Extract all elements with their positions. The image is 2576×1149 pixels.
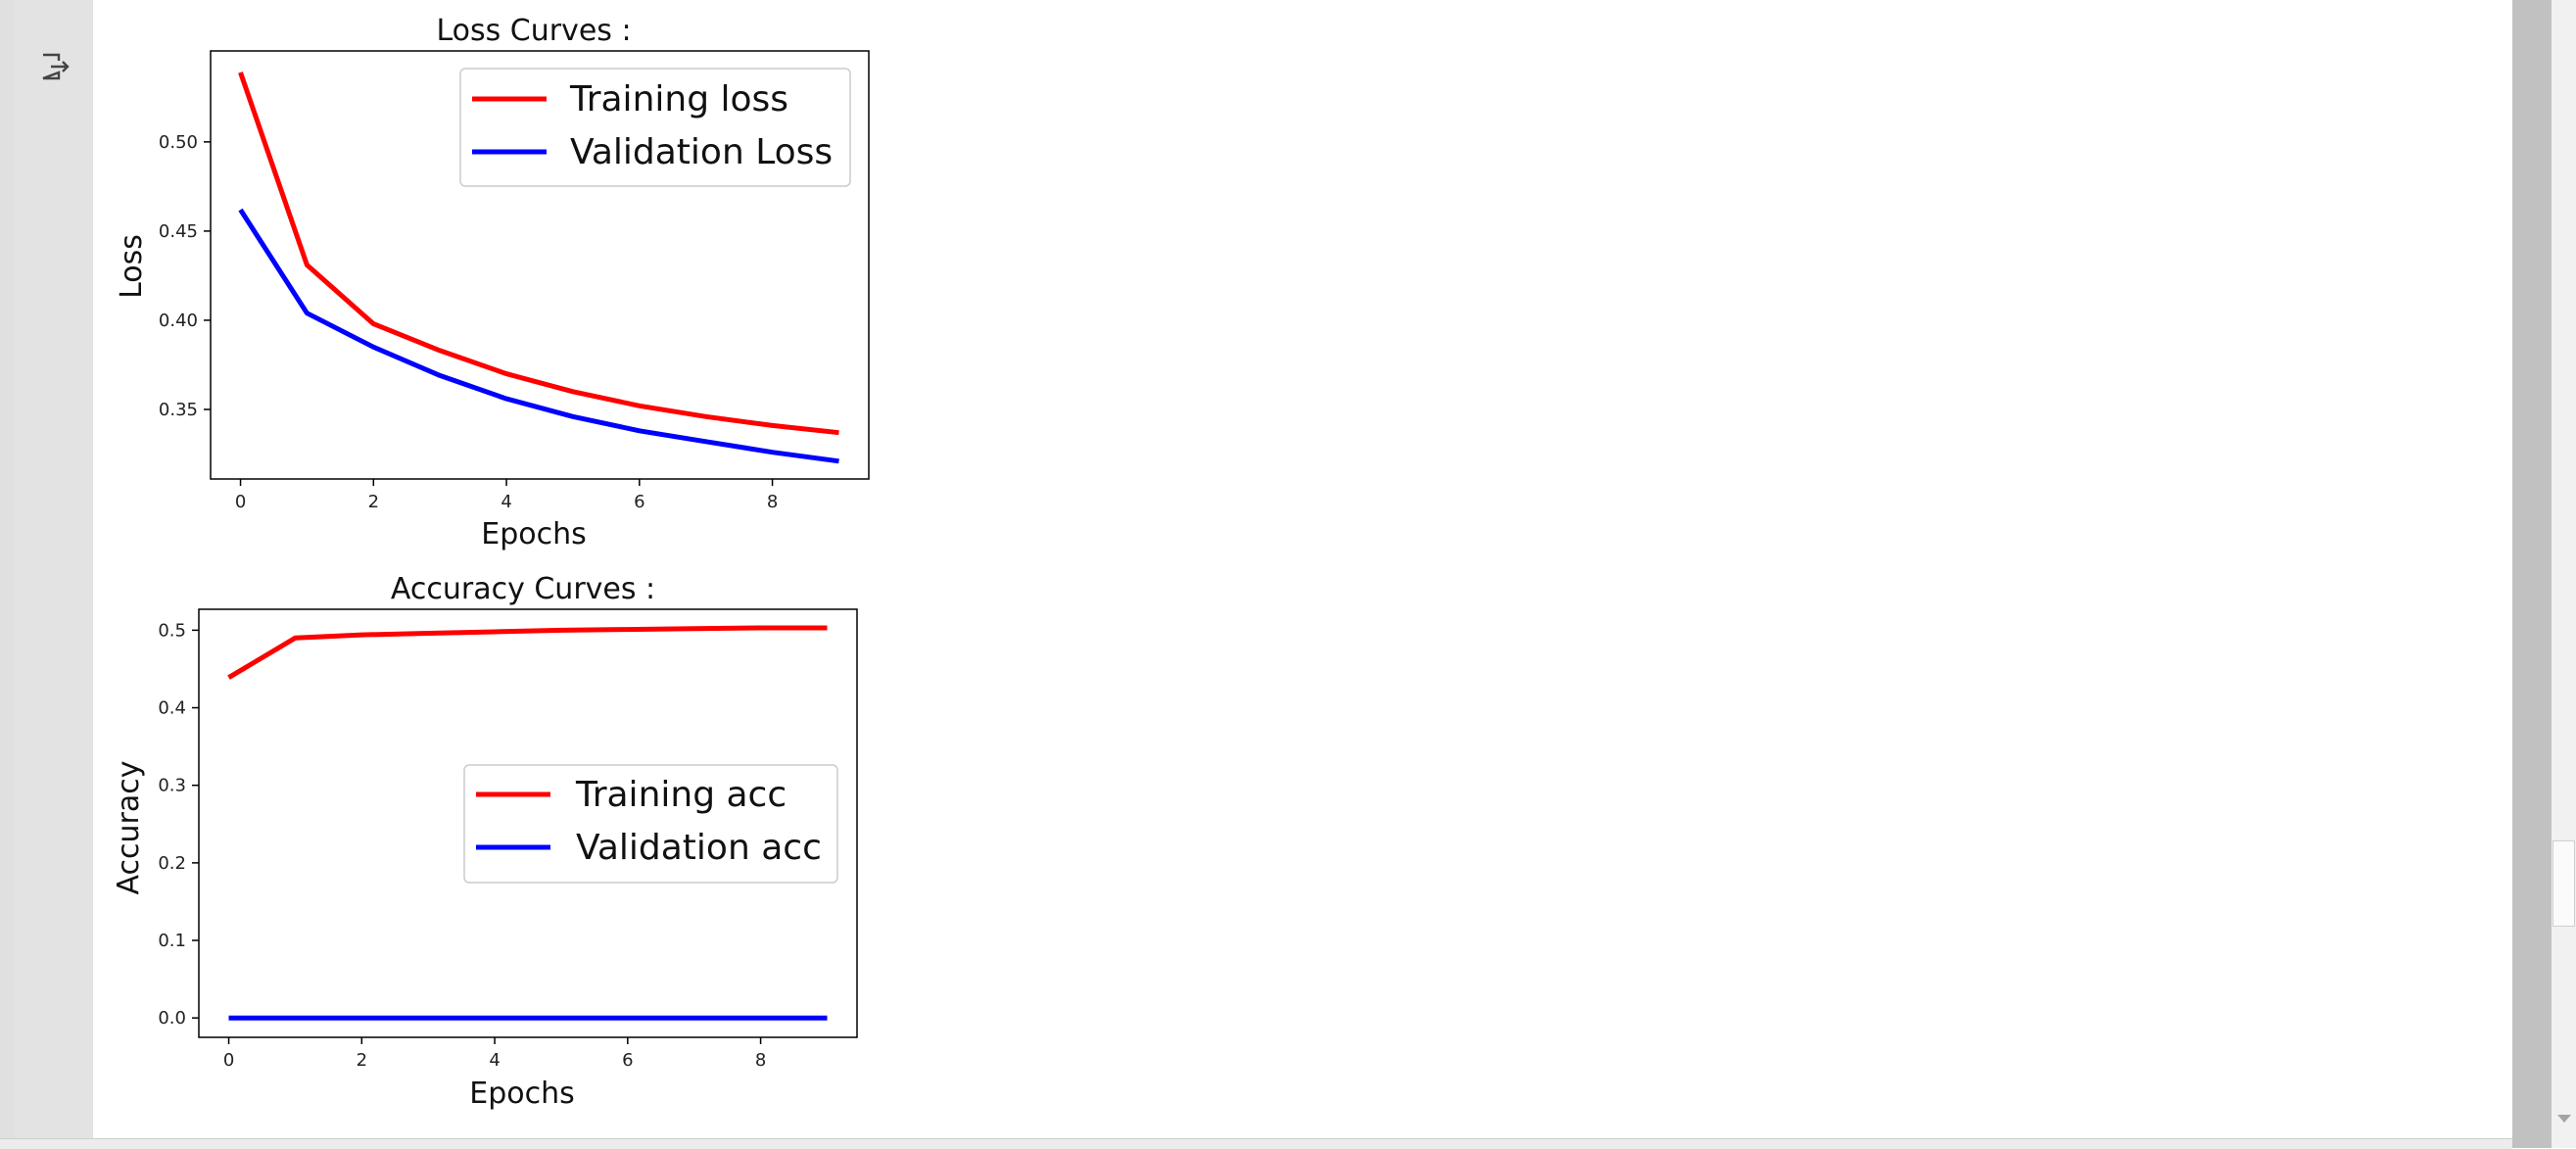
accuracy-y-tick-label: 0.0	[158, 1008, 186, 1029]
loss-series-validation-line	[238, 208, 839, 464]
scrollbar-thumb[interactable]	[2552, 840, 2575, 927]
inner-scrollbar[interactable]	[2512, 0, 2552, 1148]
outer-scrollbar[interactable]	[2552, 0, 2576, 1148]
accuracy-legend-box	[463, 764, 838, 884]
accuracy-x-axis-label: Epochs	[469, 1077, 575, 1111]
accuracy-y-axis-label: Accuracy	[112, 761, 146, 895]
accuracy-y-tick-label: 0.2	[158, 853, 186, 874]
accuracy-x-tick-label: 4	[489, 1050, 500, 1071]
notebook-bottom-edge	[0, 1138, 2512, 1149]
accuracy-x-tick-label: 2	[357, 1050, 367, 1071]
loss-legend-box	[459, 68, 851, 187]
loss-y-tick-label: 0.45	[159, 221, 198, 242]
accuracy-chart-title: Accuracy Curves :	[391, 572, 655, 606]
accuracy-y-tick-label: 0.1	[158, 931, 186, 951]
accuracy-y-tick-label: 0.5	[158, 620, 186, 641]
loss-x-tick-label: 6	[634, 492, 644, 512]
accuracy-y-tick-label: 0.4	[158, 698, 186, 719]
loss-x-tick-label: 4	[501, 492, 511, 512]
loss-x-tick-label: 8	[767, 492, 778, 512]
output-arrow-icon[interactable]	[39, 51, 71, 82]
loss-y-tick-label: 0.35	[159, 400, 198, 420]
loss-x-tick-label: 0	[235, 492, 246, 512]
accuracy-series-training-line	[227, 625, 828, 680]
loss-chart: Loss Curves : Epochs Loss 0 2 4 6 8 0.35 0.40 0…	[115, 14, 870, 551]
loss-x-axis-label: Epochs	[481, 517, 587, 551]
loss-legend-label-training: Training loss	[569, 79, 788, 120]
loss-y-axis-label: Loss	[115, 234, 149, 299]
loss-y-tick-label: 0.50	[159, 132, 198, 153]
loss-series-training-line	[238, 72, 839, 436]
accuracy-chart: Accuracy Curves : Epochs Accuracy 0 2 4 6 8 0…	[112, 572, 858, 1111]
loss-legend: Training loss Validation Loss	[459, 68, 851, 187]
output-gutter	[15, 0, 93, 1138]
accuracy-legend: Training acc Validation acc	[463, 764, 838, 884]
accuracy-legend-label-training: Training acc	[575, 775, 787, 815]
accuracy-legend-label-validation: Validation acc	[576, 828, 822, 868]
loss-chart-title: Loss Curves :	[436, 14, 631, 48]
accuracy-x-tick-label: 0	[223, 1050, 234, 1071]
scroll-down-arrow-icon[interactable]	[2557, 1115, 2571, 1123]
loss-y-tick-label: 0.40	[159, 311, 198, 331]
loss-legend-label-validation: Validation Loss	[570, 132, 833, 172]
accuracy-y-tick-label: 0.3	[158, 776, 186, 796]
accuracy-x-tick-label: 8	[755, 1050, 766, 1071]
accuracy-x-tick-label: 6	[622, 1050, 633, 1071]
loss-x-tick-label: 2	[368, 492, 379, 512]
